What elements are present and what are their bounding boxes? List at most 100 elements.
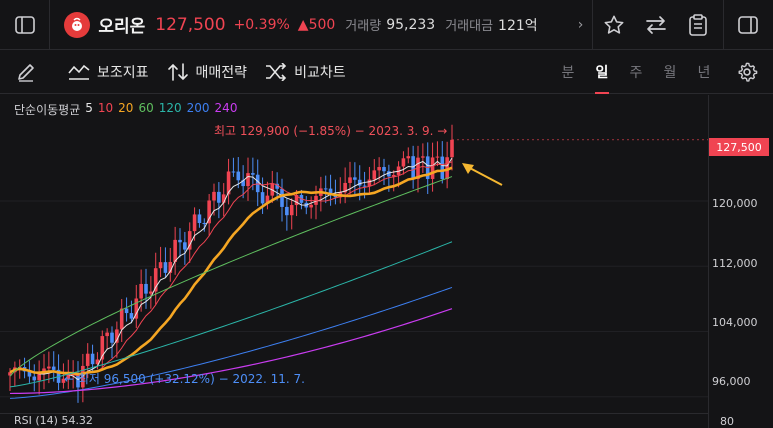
- switch-button[interactable]: [635, 0, 677, 50]
- candle-body: [100, 336, 105, 360]
- candle-body: [231, 171, 236, 173]
- volume-label: 거래량: [345, 19, 382, 34]
- candlestick-chart[interactable]: [0, 95, 708, 413]
- candle-body: [440, 156, 445, 179]
- candle-body: [246, 173, 250, 187]
- strategy-button[interactable]: 매매전략: [167, 50, 248, 94]
- period-month[interactable]: 월: [663, 65, 677, 81]
- candle-body: [197, 214, 202, 224]
- favorite-button[interactable]: [593, 0, 635, 50]
- ma-240-line: [9, 308, 453, 395]
- chart-toolbar: 보조지표 매매전략 비교차트 분 일 주 월 년: [0, 50, 773, 94]
- candle-body: [421, 156, 425, 158]
- amount-value: 121억: [498, 17, 538, 34]
- arrow-right-icon: →: [437, 124, 448, 138]
- indicators-label: 보조지표: [97, 64, 149, 81]
- candle-body: [27, 371, 32, 377]
- candle-body: [377, 167, 381, 171]
- current-price-tag: 127,500: [709, 138, 769, 156]
- memo-button[interactable]: [677, 0, 719, 50]
- sub-indicator-label: RSI (14) 54.32: [14, 414, 93, 427]
- strategy-label: 매매전략: [195, 64, 248, 81]
- candle-body: [158, 262, 163, 269]
- stock-header: 오리온 127,500 +0.39% ▲500 거래량 95,233 거래대금 …: [0, 0, 773, 50]
- y-axis-divider: [708, 95, 709, 428]
- candle-body: [387, 171, 391, 177]
- candle-body: [124, 308, 129, 314]
- compare-label: 비교차트: [294, 64, 346, 81]
- candle-body: [294, 194, 299, 206]
- candle-body: [275, 183, 279, 189]
- y-axis-label: 104,000: [712, 316, 758, 329]
- pencil-icon: [18, 63, 34, 82]
- ma-200-label: 200: [186, 101, 210, 115]
- candle-body: [119, 308, 124, 330]
- candle-body: [401, 158, 406, 167]
- volume-value: 95,233: [386, 16, 436, 33]
- candle-body: [85, 353, 90, 366]
- annotation-arrow-icon: [465, 165, 503, 186]
- candle-body: [367, 179, 372, 187]
- ma-20-label: 20: [118, 101, 134, 115]
- candle-body: [129, 313, 134, 319]
- chart-settings-button[interactable]: [721, 50, 773, 94]
- candle-body: [251, 173, 255, 175]
- high-annotation: 최고 129,900 (−1.85%) − 2023. 3. 9. →: [214, 122, 447, 139]
- indicators-button[interactable]: 보조지표: [68, 50, 149, 94]
- candle-body: [226, 171, 231, 195]
- ma-legend: 단순이동평균 5 10 20 60 120 200 240: [14, 101, 237, 118]
- drawing-tool-button[interactable]: [0, 50, 52, 94]
- ma-5-label: 5: [85, 101, 93, 115]
- ma-20-line: [9, 166, 453, 376]
- swap-arrows-icon: [645, 15, 666, 34]
- ma-10-line: [9, 161, 453, 377]
- candle-body: [61, 378, 66, 383]
- period-day[interactable]: 일: [585, 50, 619, 94]
- y-axis-label: 96,000: [712, 375, 751, 388]
- sub-indicator-pane[interactable]: RSI (14) 54.32: [0, 413, 708, 428]
- sidebar-toggle-button[interactable]: [0, 0, 51, 50]
- candle-body: [382, 167, 386, 172]
- candle-body: [105, 332, 109, 337]
- panel-icon: [738, 15, 759, 34]
- amount-label: 거래대금: [445, 19, 494, 34]
- candle-body: [309, 204, 313, 208]
- candle-body: [183, 242, 187, 250]
- shuffle-icon: [266, 62, 287, 81]
- high-annotation-text: 최고 129,900 (−1.85%) − 2023. 3. 9.: [214, 124, 434, 138]
- ma-10-label: 10: [97, 101, 114, 115]
- candle-body: [76, 374, 80, 388]
- price-chart[interactable]: 단순이동평균 5 10 20 60 120 200 240 최고 129,900…: [0, 95, 773, 428]
- candle-body: [207, 200, 211, 224]
- candle-body: [144, 283, 148, 294]
- candle-body: [8, 372, 12, 376]
- trend-chart-icon: [68, 64, 90, 80]
- candle-body: [51, 366, 56, 370]
- candle-body: [241, 180, 245, 187]
- period-minute[interactable]: 분: [561, 65, 575, 81]
- candle-body: [47, 366, 51, 369]
- candle-body: [328, 188, 333, 195]
- candle-body: [372, 170, 377, 180]
- candle-body: [110, 332, 114, 343]
- compare-button[interactable]: 비교차트: [265, 50, 346, 94]
- candle-body: [178, 239, 182, 243]
- more-info-button[interactable]: ›: [569, 0, 593, 50]
- candle-body: [450, 139, 454, 158]
- stock-name[interactable]: 오리온: [98, 17, 146, 37]
- y-axis-label: 120,000: [712, 197, 758, 210]
- ma-200-line: [9, 286, 453, 399]
- period-week[interactable]: 주: [629, 65, 643, 81]
- candle-body: [430, 157, 435, 179]
- stock-summary: 오리온 127,500 +0.39% ▲500 거래량 95,233 거래대금 …: [50, 0, 569, 50]
- candle-body: [343, 182, 347, 193]
- period-year[interactable]: 년: [697, 65, 711, 81]
- candle-body: [236, 171, 241, 181]
- candle-body: [202, 223, 207, 225]
- change-amount: ▲500: [297, 16, 336, 33]
- star-icon: [604, 15, 624, 34]
- candle-body: [168, 261, 173, 273]
- candle-body: [280, 188, 284, 207]
- candle-body: [221, 194, 226, 203]
- right-panel-toggle-button[interactable]: [722, 0, 773, 50]
